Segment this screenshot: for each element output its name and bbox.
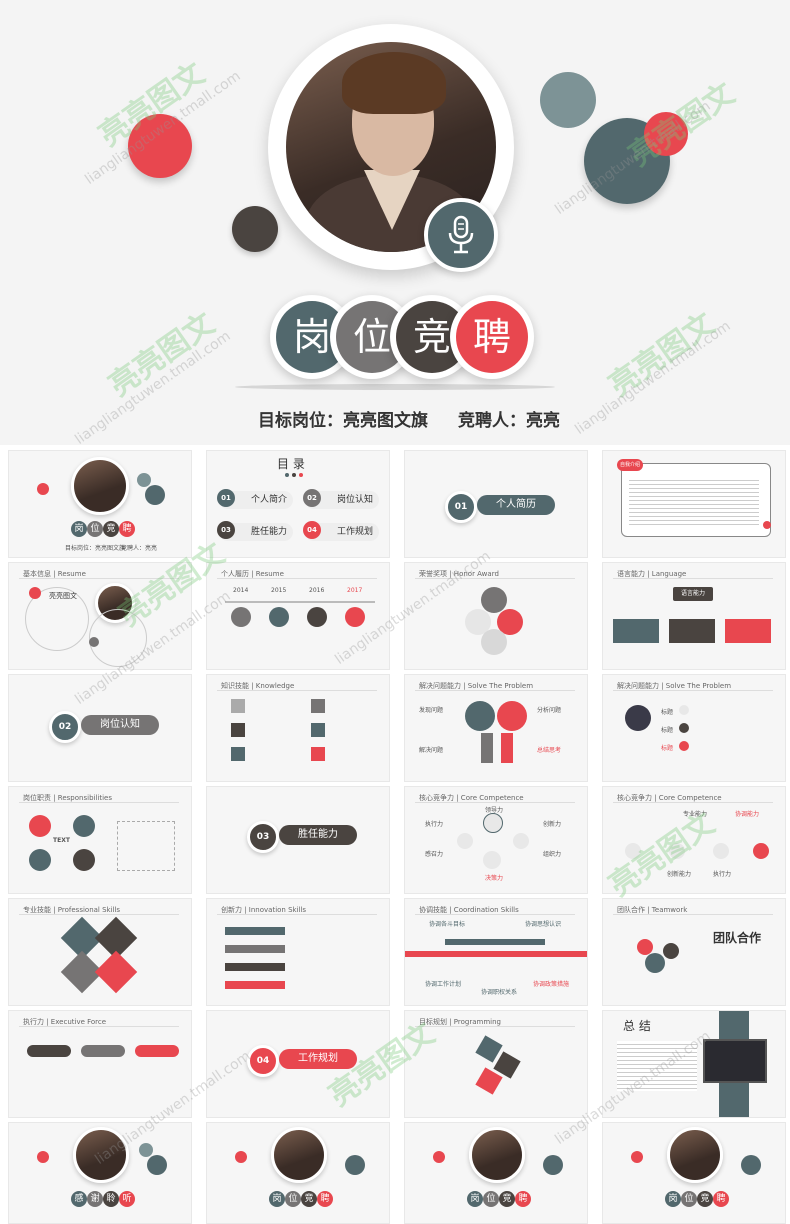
lightteal-circle-right (540, 72, 596, 128)
thumb-cover: 岗 位 竞 聘 目标岗位：亮亮图文旗 竞聘人：亮亮 (8, 450, 192, 558)
brown-circle-left (232, 206, 278, 252)
title-char-4: 聘 (450, 295, 534, 379)
thumb-core-2: 核心竞争力 | Core Competence 专业能力 协调能力 创新能力 执… (602, 786, 786, 894)
thumb-thanks: 感 谢 聆 听 (8, 1122, 192, 1224)
title-shadow (235, 384, 555, 390)
thumb-section-1: 01 个人简历 (404, 450, 588, 558)
thumb-cover-2: 岗 位 竞 聘 (206, 1122, 390, 1224)
thumb-responsibilities: 岗位职责 | Responsibilities TEXT (8, 786, 192, 894)
thumb-resume: 个人履历 | Resume 2014 2015 2016 2017 (206, 562, 390, 670)
thumb-language: 语言能力 | Language 语言能力 (602, 562, 786, 670)
candidate-name: 竞聘人：亮亮 (458, 411, 560, 431)
thumb-solve-2: 解决问题能力 | Solve The Problem 标题 标题 标题 (602, 674, 786, 782)
red-circle-left (128, 114, 192, 178)
thumb-cover-4: 岗 位 竞 聘 (602, 1122, 786, 1224)
hero-cover: 岗 位 竞 聘 目标岗位：亮亮图文旗 竞聘人：亮亮 (0, 0, 790, 445)
thumb-cover-3: 岗 位 竞 聘 (404, 1122, 588, 1224)
thumb-honor: 荣誉奖项 | Honor Award (404, 562, 588, 670)
thumb-programming: 目标规划 | Programming (404, 1010, 588, 1118)
thumb-knowledge: 知识技能 | Knowledge (206, 674, 390, 782)
thumb-coordination: 协调技能 | Coordination Skills 协调各斗目标 协调思想认识… (404, 898, 588, 1006)
thumb-innovation: 创新力 | Innovation Skills (206, 898, 390, 1006)
thumb-section-3: 03 胜任能力 (206, 786, 390, 894)
thumb-self-intro: 自我介绍 (602, 450, 786, 558)
microphone-icon (424, 198, 498, 272)
red-circle-right (644, 112, 688, 156)
thumb-section-4: 04 工作规划 (206, 1010, 390, 1118)
thumb-section-2: 02 岗位认知 (8, 674, 192, 782)
thumb-executive: 执行力 | Executive Force (8, 1010, 192, 1118)
target-position: 目标岗位：亮亮图文旗 (258, 411, 428, 431)
thumb-toc: 目 录 个人简介 01 岗位认知 02 胜任能力 03 工作规划 04 (206, 450, 390, 558)
thumb-solve-1: 解决问题能力 | Solve The Problem 发现问题 分析问题 解决问… (404, 674, 588, 782)
thumb-summary: 总 结 (602, 1010, 786, 1118)
thumb-teamwork: 团队合作 | Teamwork 团队合作 (602, 898, 786, 1006)
thumb-basic-info: 基本信息 | Resume 亮亮图文 (8, 562, 192, 670)
portrait-frame (268, 24, 514, 270)
thumb-professional: 专业技能 | Professional Skills (8, 898, 192, 1006)
thumb-core-1: 核心竞争力 | Core Competence 执行力 领导力 创新力 感召力 … (404, 786, 588, 894)
